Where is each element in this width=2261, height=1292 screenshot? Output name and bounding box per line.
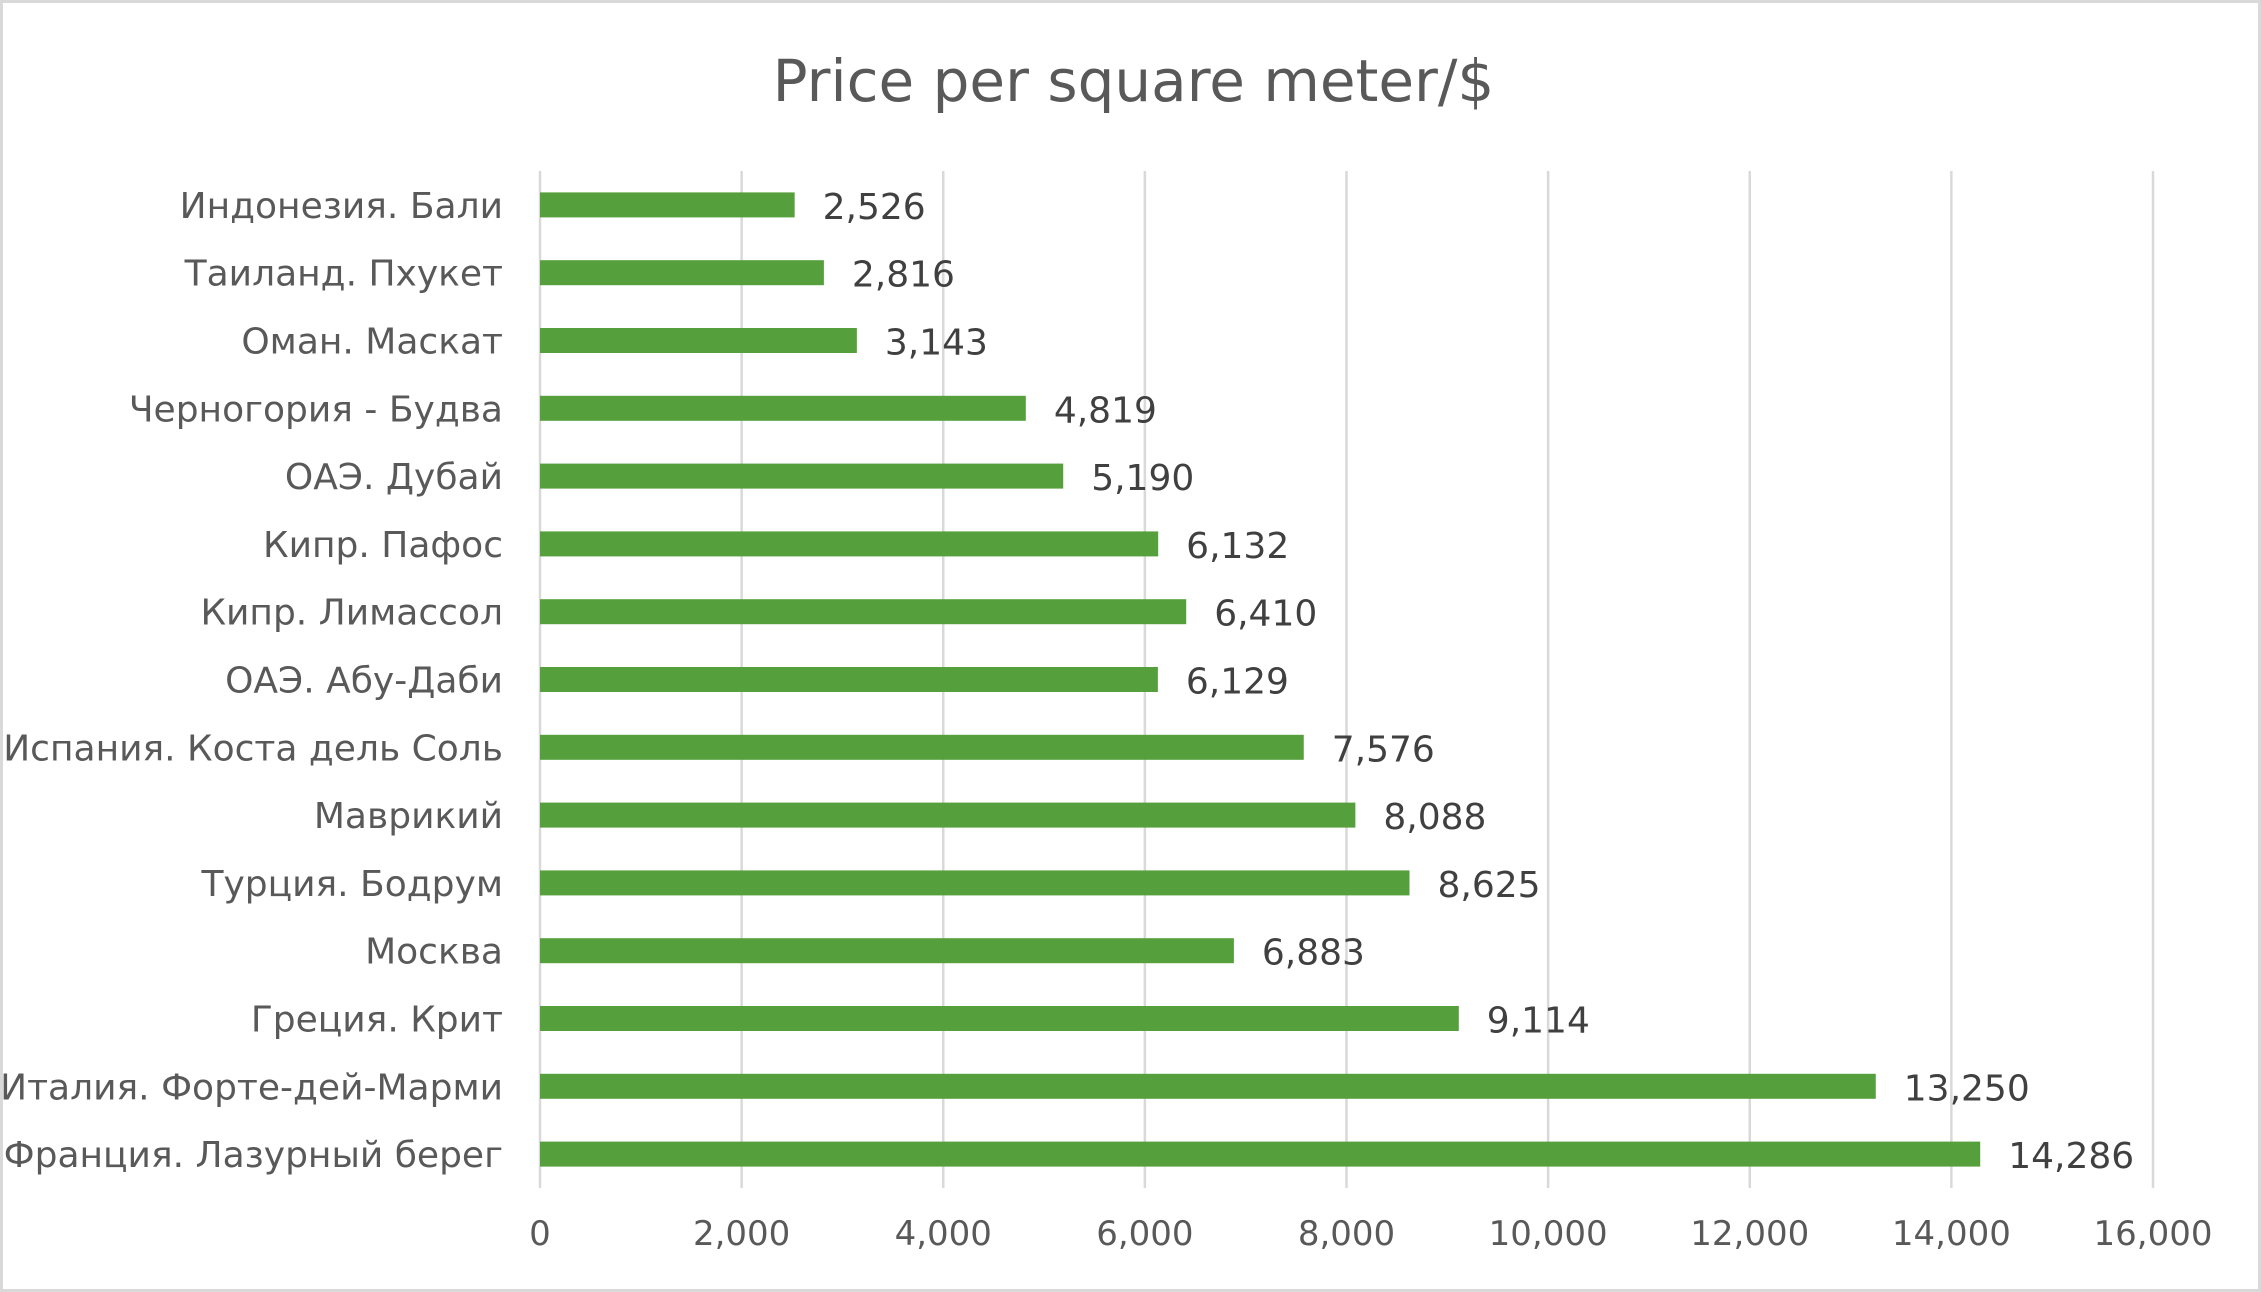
category-label: Маврикий [314, 796, 503, 837]
category-label: Кипр. Пафос [263, 525, 503, 566]
chart-title: Price per square meter/$ [772, 47, 1495, 115]
category-label: Оман. Маскат [241, 322, 503, 363]
x-tick-label: 2,000 [693, 1214, 790, 1254]
data-label: 7,576 [1332, 729, 1435, 770]
category-label: Кипр. Лимассол [200, 593, 503, 634]
x-tick-label: 4,000 [895, 1214, 992, 1254]
bar [540, 328, 857, 353]
bar [540, 802, 1356, 828]
bars [540, 192, 1981, 1167]
category-label: ОАЭ. Дубай [285, 457, 503, 498]
category-label: Греция. Крит [251, 1000, 503, 1041]
bar [540, 1141, 1981, 1167]
bar-chart-plot: 0 2,000 4,000 6,000 8,000 10,000 12,000 14,000 1… [3, 171, 2212, 1254]
bar [540, 192, 795, 218]
x-tick-label: 12,000 [1690, 1214, 1809, 1254]
x-tick-label: 8,000 [1298, 1214, 1395, 1254]
data-label: 6,883 [1262, 933, 1365, 974]
category-label: Испания. Коста дель Соль [3, 728, 503, 769]
category-label: Индонезия. Бали [180, 186, 503, 227]
bar [540, 395, 1026, 421]
category-label: ОАЭ. Абу-Даби [225, 661, 503, 702]
data-label: 8,088 [1383, 797, 1486, 838]
bar [540, 870, 1410, 896]
data-label: 6,129 [1186, 662, 1289, 703]
x-tick-label: 10,000 [1489, 1214, 1608, 1254]
data-label: 13,250 [1904, 1068, 2030, 1109]
bar [540, 667, 1158, 692]
category-label: Турция. Бодрум [200, 864, 503, 905]
data-label: 2,816 [852, 255, 955, 296]
bar [540, 1073, 1876, 1099]
x-tick-label: 0 [529, 1214, 551, 1254]
data-label: 6,132 [1186, 526, 1289, 567]
data-label: 5,190 [1091, 458, 1194, 499]
data-label: 4,819 [1054, 390, 1157, 431]
data-label: 9,114 [1487, 1001, 1590, 1042]
data-label: 2,526 [823, 187, 926, 228]
x-tick-label: 16,000 [2094, 1214, 2213, 1254]
category-label: Москва [365, 932, 503, 973]
category-label: Италия. Форте-дей-Марми [3, 1067, 503, 1108]
category-label: Таиланд. Пхукет [184, 254, 503, 295]
bar [540, 531, 1159, 557]
bar [540, 938, 1234, 964]
bar [540, 599, 1187, 625]
x-tick-label: 14,000 [1892, 1214, 2011, 1254]
bar [540, 260, 824, 286]
data-label: 8,625 [1438, 865, 1541, 906]
data-label: 3,143 [885, 323, 988, 364]
labels: 0 2,000 4,000 6,000 8,000 10,000 12,000 14,000 1… [3, 186, 2212, 1254]
x-tick-label: 6,000 [1096, 1214, 1193, 1254]
category-label: Черногория - Будва [129, 389, 503, 430]
data-label: 6,410 [1214, 594, 1317, 635]
bar [540, 734, 1304, 760]
category-label: Франция. Лазурный берег [4, 1135, 503, 1176]
bar [540, 463, 1064, 489]
bar [540, 1006, 1459, 1031]
data-label: 14,286 [2008, 1136, 2134, 1177]
